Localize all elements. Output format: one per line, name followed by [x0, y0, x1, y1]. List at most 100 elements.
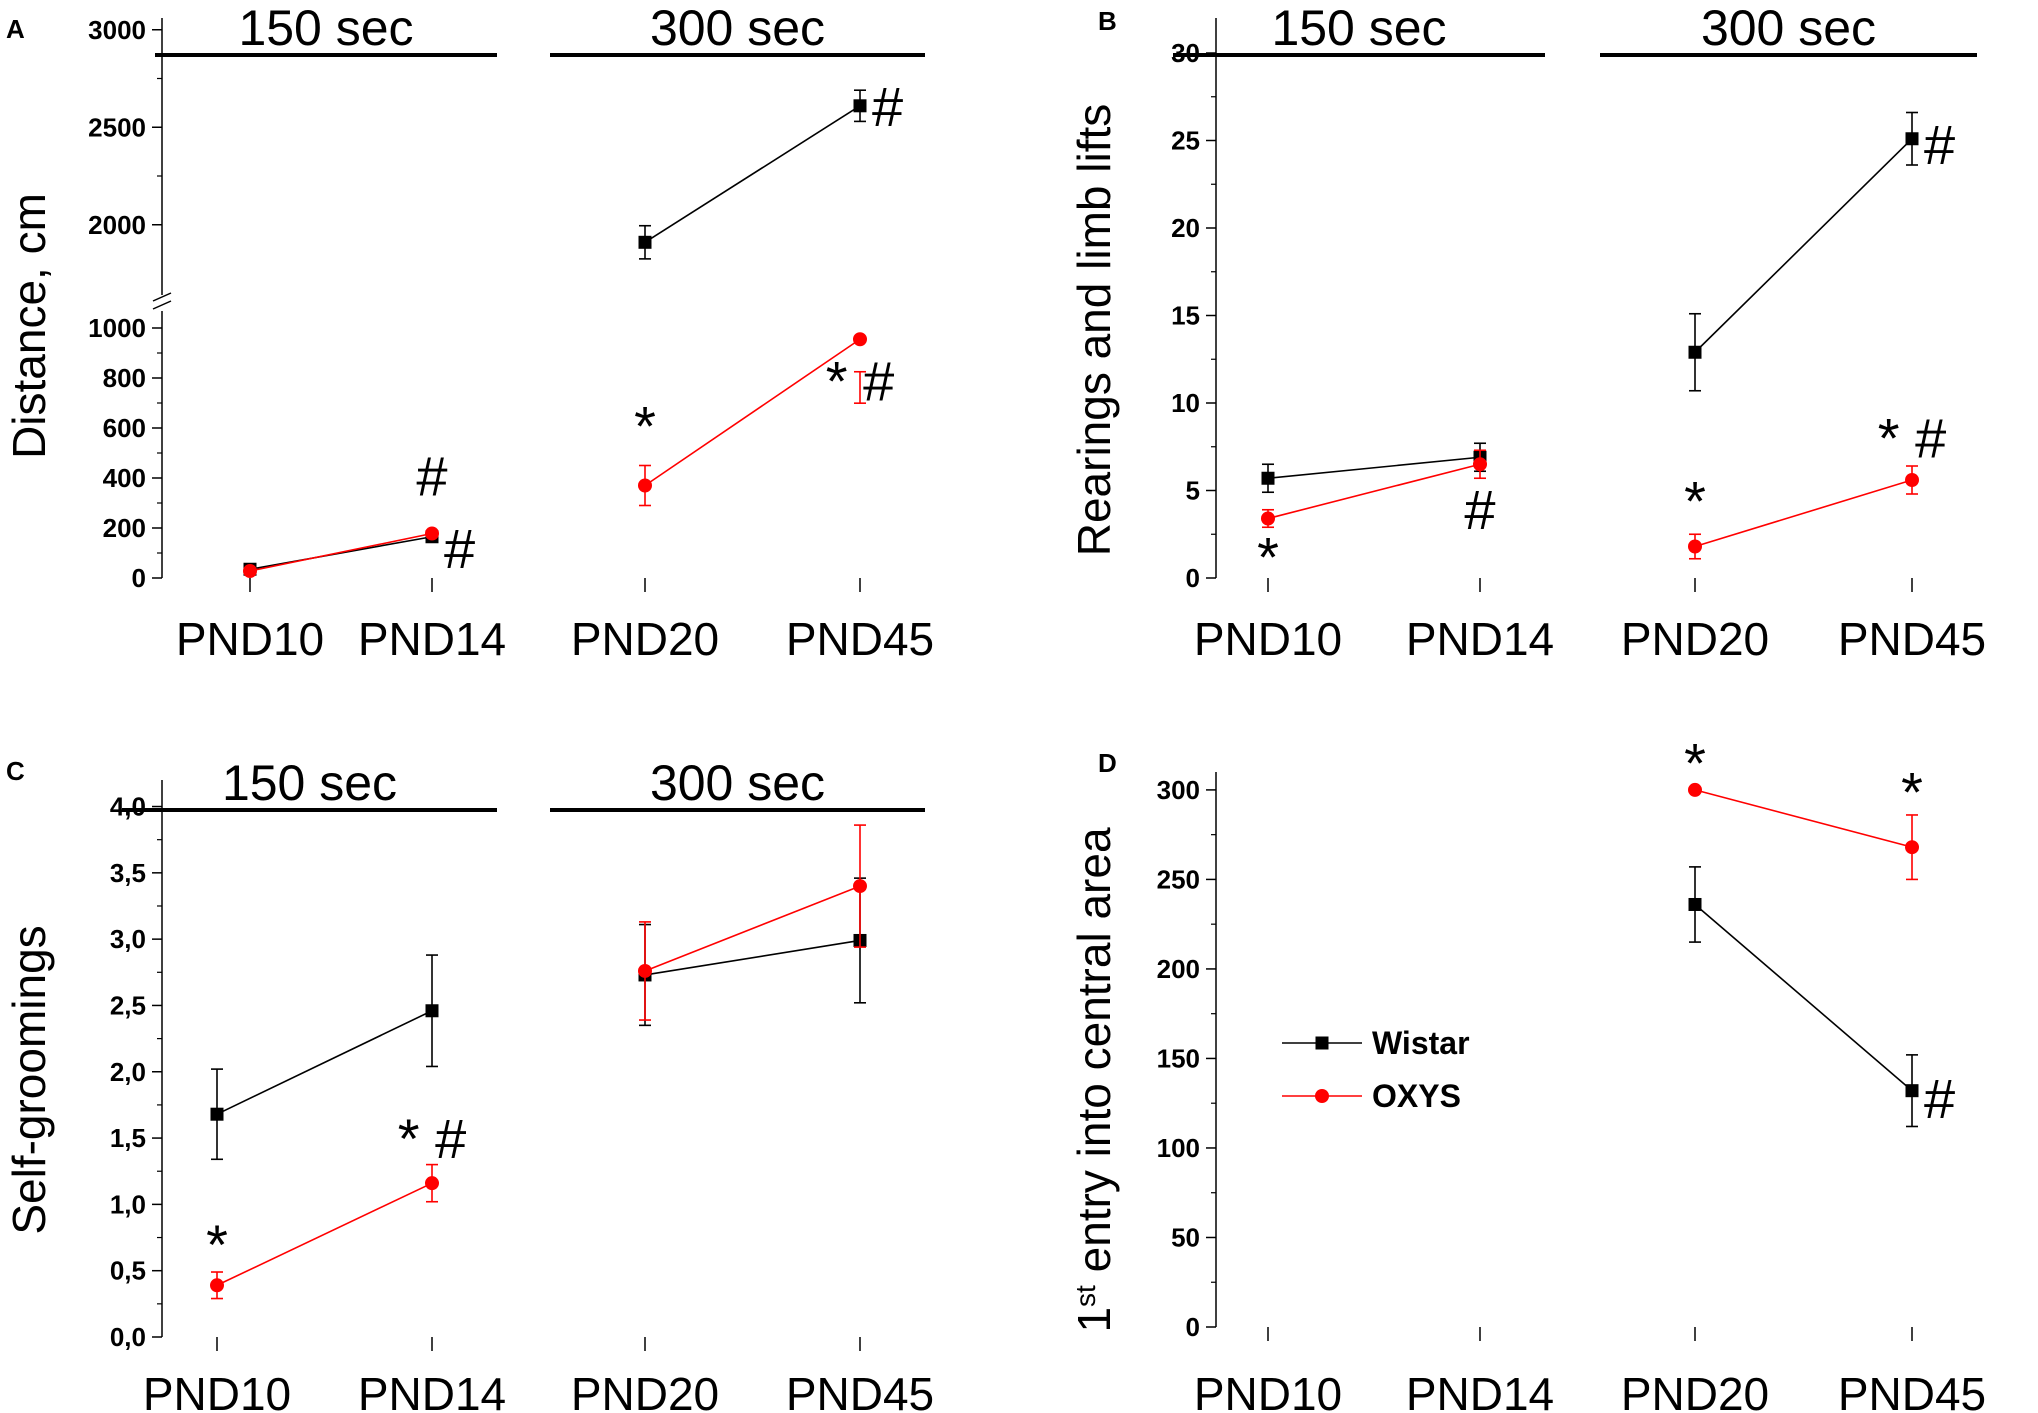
series-line-wistar [644, 939, 861, 976]
data-point-wistar [425, 1004, 439, 1018]
period-label: 150 sec [1271, 0, 1446, 56]
x-tick-label: PND14 [358, 1368, 506, 1413]
data-point-wistar [1688, 345, 1702, 359]
y-tick-label: 200 [103, 513, 146, 543]
data-point-wistar [1688, 897, 1702, 911]
x-tick-label: PND45 [1838, 1368, 1986, 1413]
series-line-wistar [216, 1010, 433, 1115]
x-tick-label: PND10 [176, 613, 324, 665]
panel-letter: B [1098, 6, 1117, 36]
x-tick-label: PND14 [1406, 1368, 1554, 1413]
y-tick-label: 150 [1157, 1043, 1200, 1073]
y-tick-label: 1,5 [110, 1123, 146, 1153]
significance-mark: * [1684, 469, 1706, 532]
data-point-oxys [1473, 457, 1487, 472]
data-point-oxys [425, 1176, 439, 1191]
y-axis-label: Distance, cm [3, 193, 55, 459]
chart-panel-b: B051015202530PND10PND14PND20PND45Rearing… [1068, 0, 1986, 665]
legend-label-wistar: Wistar [1372, 1025, 1470, 1061]
series-line-wistar [1694, 903, 1913, 1092]
panel-letter: A [6, 14, 25, 44]
period-label: 150 sec [238, 0, 413, 56]
chart-panel-c: C 0,0 0,5 1,0 1,5 2,0 2,5 3,0 3,5 4,0 PND10 PND14 PN… [3, 755, 934, 1413]
significance-mark: # [1464, 478, 1495, 541]
data-point-oxys [1688, 539, 1702, 554]
series-line-oxys [249, 532, 433, 572]
significance-mark: # [1924, 113, 1955, 176]
y-tick-label: 0 [1186, 563, 1200, 593]
significance-mark: # [444, 517, 475, 580]
y-axis-label-superscript: st [1070, 1285, 1101, 1307]
data-point-oxys [1261, 511, 1275, 526]
y-tick-label: 4,0 [110, 792, 146, 822]
y-tick-label: 3000 [88, 15, 146, 45]
period-label: 300 sec [650, 755, 825, 811]
period-label: 150 sec [222, 755, 397, 811]
x-tick-label: PND10 [143, 1368, 291, 1413]
y-tick-label: 250 [1157, 864, 1200, 894]
x-tick-label: PND14 [358, 613, 506, 665]
y-tick-label: 15 [1171, 301, 1200, 331]
y-tick-label: 2,5 [110, 990, 146, 1020]
data-point-wistar [1905, 132, 1919, 146]
series-line-oxys [1694, 789, 1913, 848]
data-point-wistar [210, 1107, 224, 1121]
y-tick-label: 3,0 [110, 924, 146, 954]
series-line-oxys [1694, 479, 1913, 548]
series-line-oxys [216, 1182, 433, 1287]
x-tick-label: PND20 [571, 613, 719, 665]
significance-mark: * # [826, 349, 895, 412]
data-point-oxys [243, 564, 257, 578]
y-tick-label: 100 [1157, 1133, 1200, 1163]
y-tick-label: 300 [1157, 775, 1200, 805]
axis-break-mark [152, 292, 172, 302]
y-tick-label: 10 [1171, 388, 1200, 418]
data-point-oxys [853, 332, 867, 347]
y-tick-label: 0 [132, 563, 146, 593]
data-point-oxys [210, 1278, 224, 1293]
y-tick-label: 3,5 [110, 858, 146, 888]
y-tick-label: 0 [1186, 1312, 1200, 1342]
data-point-wistar [853, 99, 867, 113]
x-tick-label: PND10 [1194, 1368, 1342, 1413]
legend-marker-oxys [1315, 1089, 1329, 1103]
series-line-wistar [1694, 138, 1913, 353]
x-tick-label: PND20 [571, 1368, 719, 1413]
series-line-oxys [1267, 463, 1481, 520]
chart-panel-a: A 0 200 400 600 800 1000 2000 2500 3000 PND10 PND14… [3, 0, 934, 665]
chart-panel-d: D 0 50 100 150 200 250 300 PND10 PND14 PND20 PND45 1… [1068, 732, 1986, 1413]
data-point-oxys [1905, 473, 1919, 487]
x-tick-label: PND45 [1838, 613, 1986, 665]
y-tick-label: 1,0 [110, 1189, 146, 1219]
significance-mark: * [1901, 760, 1923, 823]
series-line-oxys [644, 885, 861, 972]
axis-break-mark [152, 300, 172, 310]
x-tick-label: PND20 [1621, 1368, 1769, 1413]
y-tick-label: 0,5 [110, 1256, 146, 1286]
legend-label-oxys: OXYS [1372, 1078, 1461, 1114]
panel-letter: D [1098, 748, 1117, 778]
x-tick-label: PND10 [1194, 613, 1342, 665]
y-tick-label: 5 [1186, 476, 1200, 506]
significance-mark: * # [1878, 406, 1947, 469]
period-label: 300 sec [650, 0, 825, 56]
y-axis-label-part: 1 [1068, 1307, 1120, 1333]
y-tick-label: 20 [1171, 213, 1200, 243]
significance-mark: * # [398, 1107, 467, 1170]
y-tick-label: 200 [1157, 954, 1200, 984]
data-point-oxys [638, 478, 652, 493]
period-label: 300 sec [1701, 0, 1876, 56]
y-tick-label: 2000 [88, 210, 146, 240]
y-tick-label: 25 [1171, 126, 1200, 156]
x-tick-label: PND14 [1406, 613, 1554, 665]
significance-mark: * [1257, 525, 1279, 588]
y-tick-label: 400 [103, 463, 146, 493]
y-axis-label: 1st entry into central area [1068, 827, 1120, 1332]
data-point-oxys [853, 879, 867, 894]
data-point-wistar [638, 235, 652, 249]
data-point-oxys [1688, 782, 1702, 797]
y-axis-label: Self-groomings [3, 925, 55, 1234]
y-tick-label: 800 [103, 363, 146, 393]
x-tick-label: PND45 [786, 1368, 934, 1413]
